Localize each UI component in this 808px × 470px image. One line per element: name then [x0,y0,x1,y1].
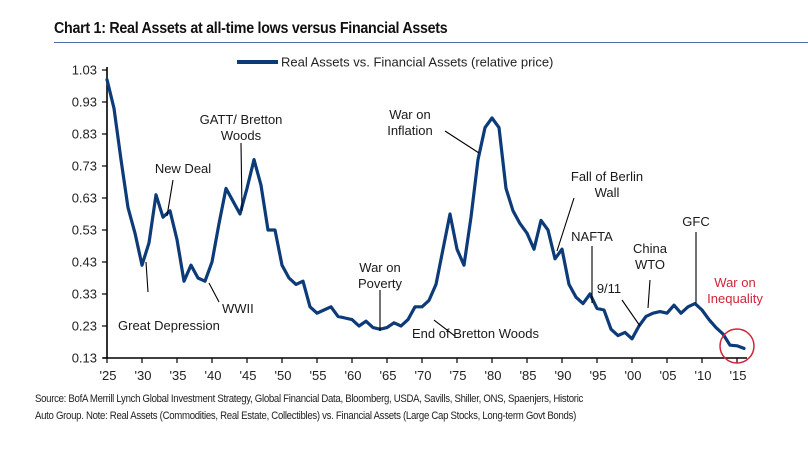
annotation-label: War on [359,260,400,275]
legend-label: Real Assets vs. Financial Assets (relati… [281,55,553,70]
y-tick-label: 0.43 [72,255,97,270]
y-tick-label: 0.83 [72,127,97,142]
y-tick-label: 0.93 [72,95,97,110]
annotation-great-depression: Great Depression [118,261,220,333]
annotation-label: End of Bretton Woods [412,326,539,341]
y-tick-label: 0.13 [72,351,97,366]
annotation-label: WTO [635,257,665,272]
title-divider [54,42,808,43]
annotation-label: Inequality [707,291,763,306]
annotation-label: Inflation [387,123,433,138]
annotation-label: Poverty [358,276,403,291]
annotation-label: Fall of Berlin [571,169,643,184]
x-tick-label: '25 [100,368,117,383]
annotation-label: Wall [595,185,620,200]
x-tick-label: '45 [240,368,257,383]
x-tick-label: '40 [205,368,222,383]
annotation-label: 9/11 [597,281,621,296]
annotation-leader [556,197,575,252]
annotation-wwii: WWII [208,282,254,316]
x-tick-label: '10 [695,368,712,383]
annotation-label: Great Depression [118,318,220,333]
y-tick-label: 1.03 [72,63,97,78]
annotation-leader [444,130,480,154]
x-tick-label: '75 [450,368,467,383]
annotation-gfc: GFC [682,214,710,303]
y-tick-label: 0.63 [72,191,97,206]
source-footnote: Source: BofA Merrill Lynch Global Invest… [35,391,723,425]
annotation-end-of-bretton-woods: End of Bretton Woods [412,319,539,341]
annotation-leader [621,299,641,327]
footnote-line-2: Auto Group. Note: Real Assets (Commoditi… [35,410,577,422]
annotation-leader [240,142,243,212]
annotation-label: GATT/ Bretton [200,112,283,127]
x-tick-label: '65 [380,368,397,383]
x-tick-label: '05 [660,368,677,383]
x-tick-label: '60 [345,368,362,383]
x-tick-label: '30 [135,368,152,383]
y-tick-label: 0.73 [72,159,97,174]
annotation-leader [166,179,174,217]
x-tick-label: '95 [590,368,607,383]
x-tick-label: '90 [555,368,572,383]
x-tick-label: '55 [310,368,327,383]
y-tick-label: 0.23 [72,319,97,334]
y-tick-label: 0.33 [72,287,97,302]
annotation-label: NAFTA [571,229,613,244]
annotation-label: China [633,241,668,256]
annotation-leader [647,279,651,309]
x-tick-label: '00 [625,368,642,383]
annotation-label: War on [389,107,430,122]
annotation-leader [145,261,149,293]
annotation-leader [433,319,456,337]
series-group [105,77,746,350]
annotation-label: WWII [222,301,254,316]
chart-title: Chart 1: Real Assets at all-time lows ve… [54,20,448,37]
legend: Real Assets vs. Financial Assets (relati… [237,55,553,70]
x-tick-label: '35 [170,368,187,383]
x-tick-label: '50 [275,368,292,383]
x-tick-label: '85 [520,368,537,383]
annotation-label: Woods [221,128,262,143]
annotations-group: Great Depression New Deal WWII GATT/ Bretto… [118,107,763,364]
annotation-label: New Deal [155,161,211,176]
footnote-line-1: Source: BofA Merrill Lynch Global Invest… [35,393,584,405]
x-tick-label: '70 [415,368,432,383]
y-tick-label: 0.53 [72,223,97,238]
annotation-nafta: NAFTA [571,229,613,303]
highlight-circle [719,328,755,364]
series-line [105,77,746,350]
x-tick-label: '15 [730,368,747,383]
annotation-label: War on [714,275,755,290]
axes: 1.03 0.93 0.83 0.73 0.63 0.53 0.43 0.33 0.23 0.13… [72,63,747,383]
annotation-9-11: 9/11 [597,281,641,327]
annotation-new-deal: New Deal [155,161,211,217]
x-tick-label: '80 [485,368,502,383]
annotation-leader [208,282,220,303]
annotation-label: GFC [682,214,709,229]
